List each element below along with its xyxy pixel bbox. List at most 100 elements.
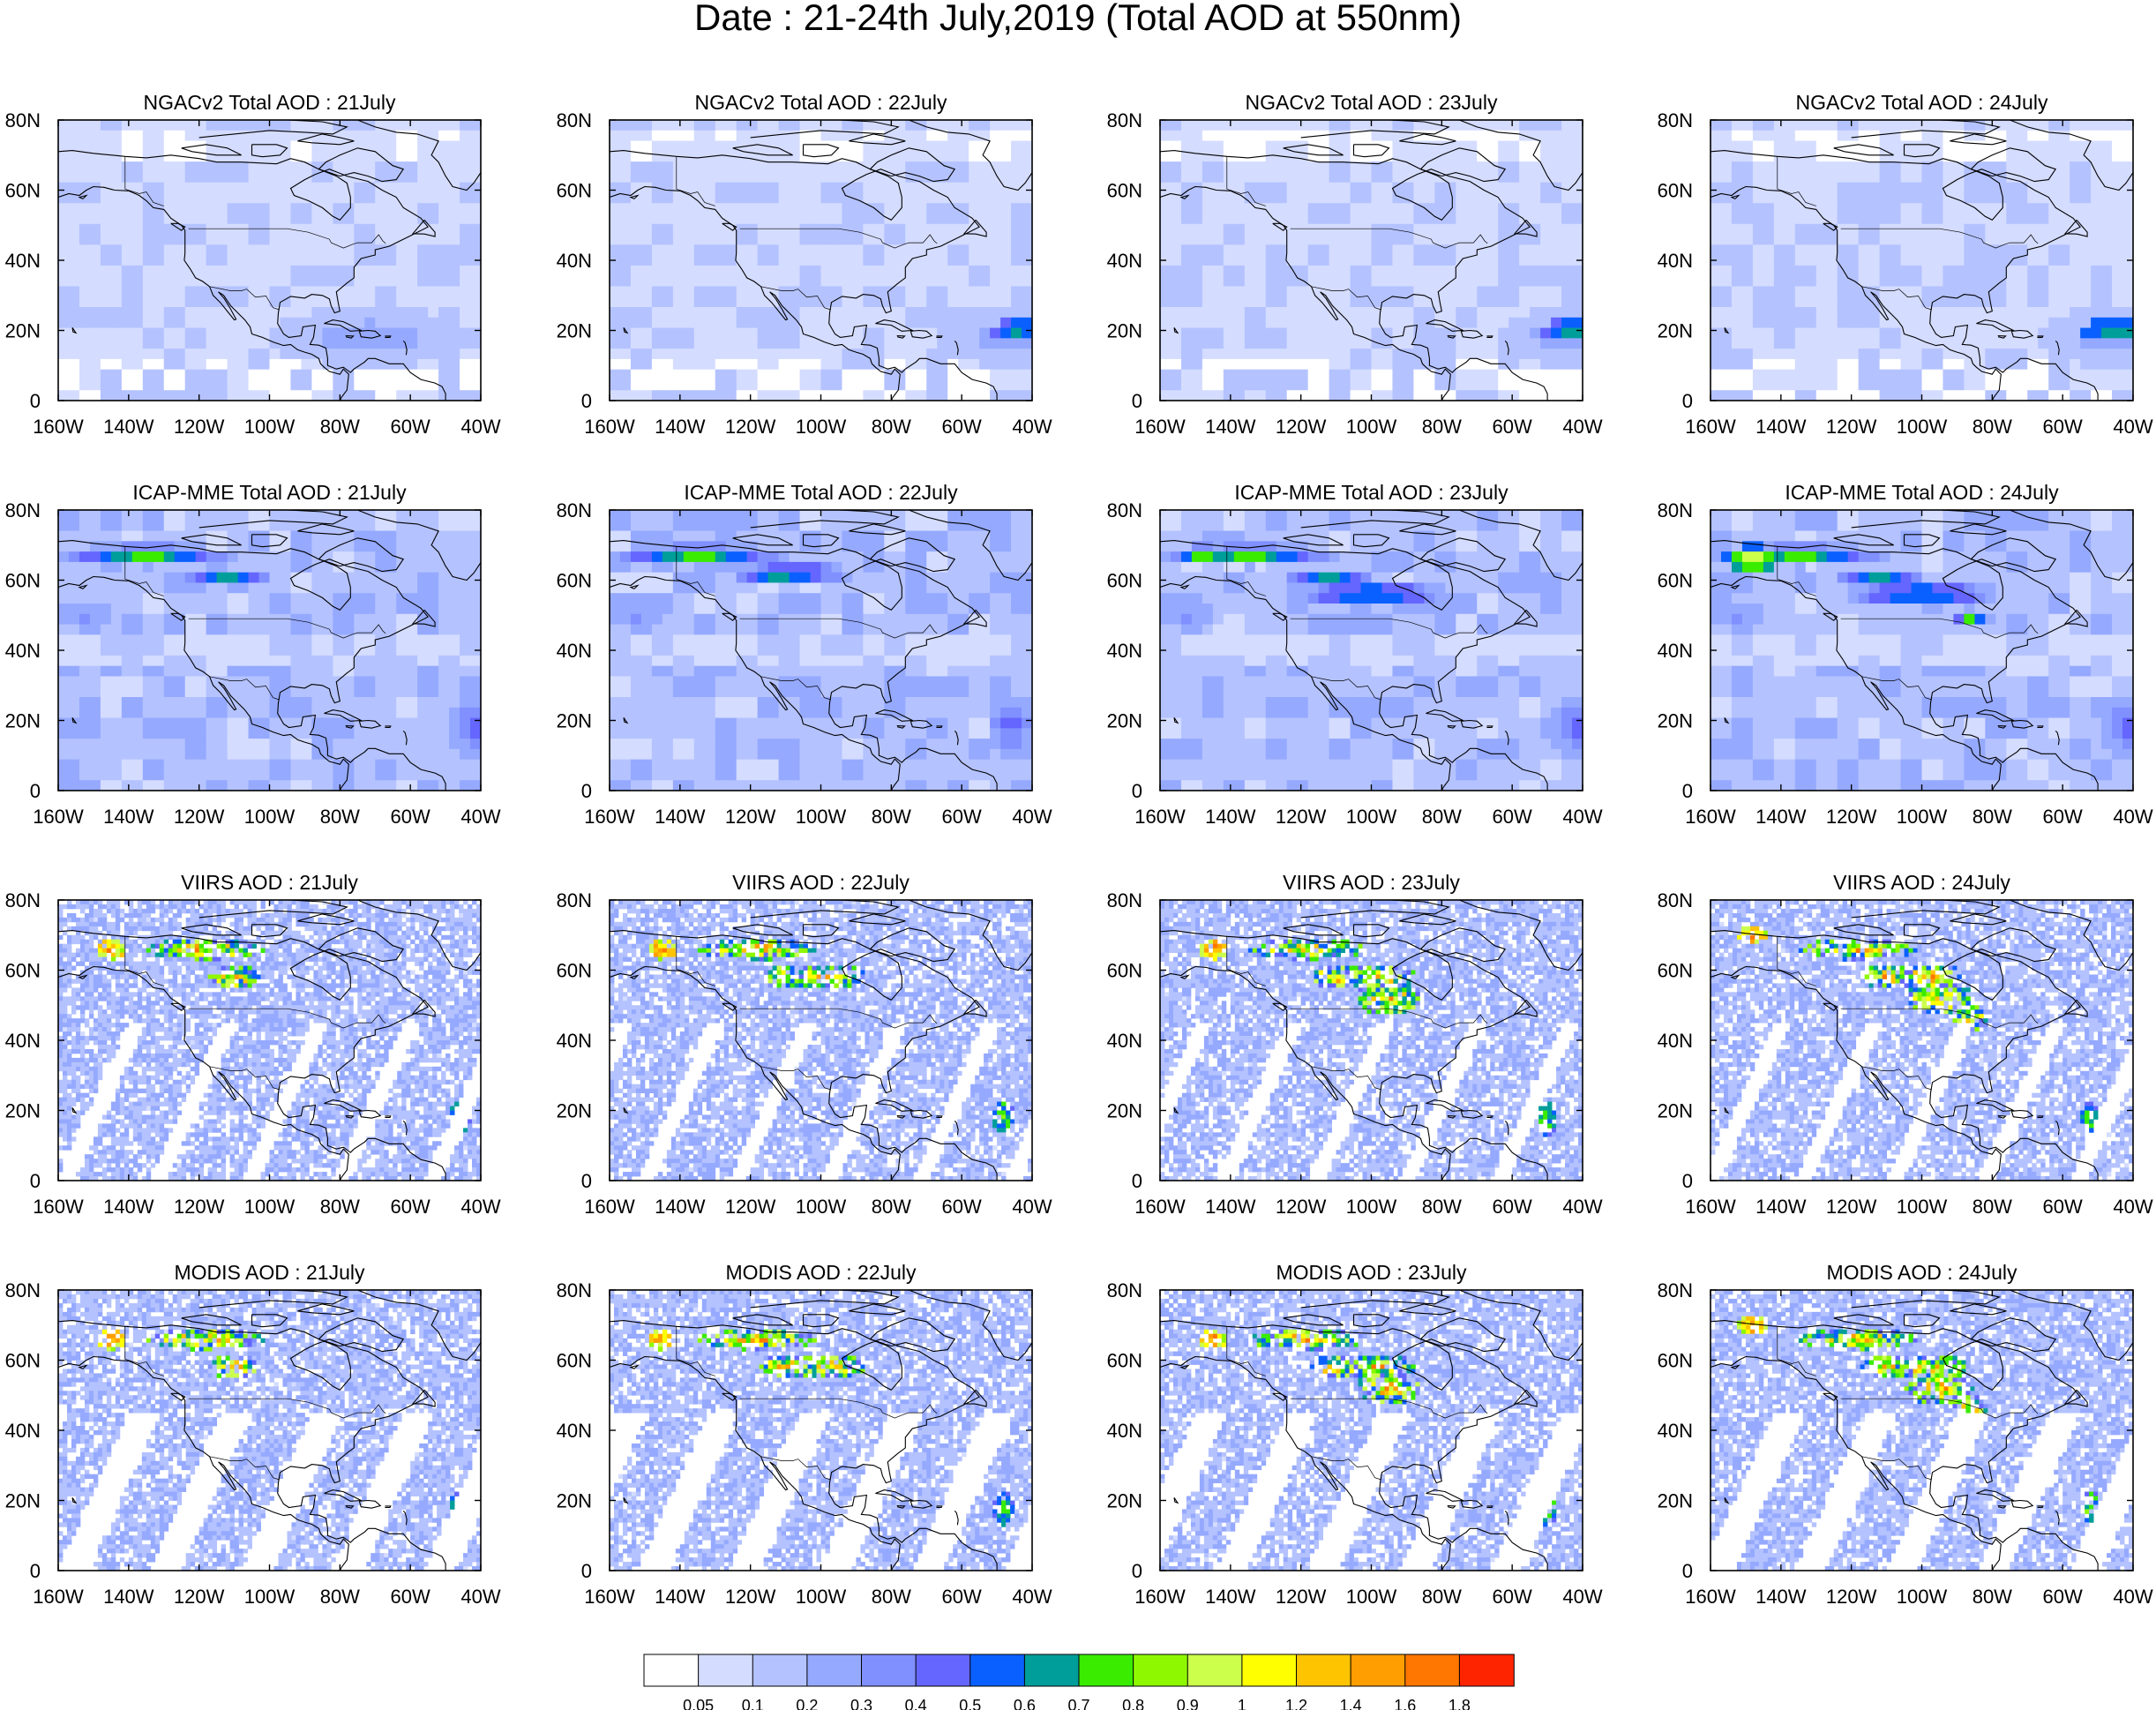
y-tick-label: 0: [581, 780, 592, 802]
x-tick-label: 60W: [1493, 1586, 1532, 1608]
panel-title: ICAP-MME Total AOD : 21July: [132, 481, 407, 504]
map-panel: MODIS AOD : 23July 160W 140W 120W 100W 80W 60W…: [1107, 1261, 1603, 1608]
x-tick-label: 80W: [872, 806, 911, 828]
colorbar-swatch: [969, 1654, 1026, 1687]
colorbar-swatch: [1241, 1654, 1298, 1687]
x-tick-label: 40W: [1562, 806, 1602, 828]
x-tick-label: 100W: [244, 1196, 296, 1218]
colorbar-swatch: [915, 1654, 971, 1687]
y-tick-label: 60N: [1107, 570, 1142, 592]
colorbar-swatch: [1078, 1654, 1134, 1687]
x-tick-label: 60W: [2043, 1586, 2083, 1608]
x-tick-label: 160W: [584, 1586, 635, 1608]
x-tick-label: 60W: [942, 416, 982, 438]
x-tick-label: 40W: [1012, 806, 1052, 828]
y-tick-label: 80N: [1107, 109, 1142, 131]
x-tick-label: 100W: [1897, 1196, 1948, 1218]
x-tick-label: 160W: [33, 806, 84, 828]
x-tick-label: 160W: [1685, 416, 1736, 438]
map-panels: NGACv2 Total AOD : 21July 160W 140W 120W 100…: [5, 91, 2153, 1608]
map-panel: VIIRS AOD : 22July 160W 140W 120W 100W 80W 60W…: [557, 871, 1052, 1218]
x-tick-label: 100W: [796, 1586, 847, 1608]
political-borders: [676, 546, 938, 701]
colorbar-label: 0.05: [683, 1697, 714, 1710]
political-borders: [124, 156, 386, 311]
x-tick-label: 120W: [725, 806, 776, 828]
y-tick-label: 40N: [5, 250, 41, 272]
y-tick-label: 0: [581, 1560, 592, 1582]
x-tick-label: 140W: [655, 416, 706, 438]
x-tick-label: 40W: [460, 806, 500, 828]
colorbar-swatch: [1404, 1654, 1461, 1687]
y-tick-label: 20N: [5, 320, 41, 342]
colorbar-swatch: [1023, 1654, 1080, 1687]
y-tick-label: 20N: [557, 1100, 592, 1122]
y-tick-label: 20N: [1107, 1490, 1142, 1512]
y-tick-label: 20N: [1658, 320, 1693, 342]
y-tick-label: 80N: [1658, 499, 1693, 521]
x-tick-label: 80W: [1973, 1586, 2012, 1608]
political-borders: [124, 1326, 386, 1481]
panel-title: VIIRS AOD : 23July: [1283, 871, 1460, 894]
aod-field: [58, 510, 481, 791]
x-tick-label: 140W: [1205, 416, 1256, 438]
coastline: [58, 1290, 481, 1571]
y-tick-label: 0: [1682, 390, 1693, 412]
x-tick-label: 60W: [2043, 416, 2083, 438]
y-tick-label: 80N: [1658, 1279, 1693, 1301]
y-tick-label: 20N: [1107, 1100, 1142, 1122]
x-tick-label: 100W: [1346, 1586, 1397, 1608]
panel-title: NGACv2 Total AOD : 22July: [695, 91, 947, 114]
x-tick-label: 100W: [796, 416, 847, 438]
y-tick-label: 40N: [1658, 1420, 1693, 1442]
x-tick-label: 40W: [460, 416, 500, 438]
y-tick-label: 40N: [5, 1420, 41, 1442]
x-tick-label: 100W: [244, 1586, 296, 1608]
colorbar-label: 1: [1238, 1697, 1246, 1710]
aod-field: [1711, 1290, 2133, 1571]
coastline: [1711, 510, 2133, 791]
coastline: [1160, 1290, 1583, 1571]
aod-field: [1160, 120, 1583, 401]
panel-title: VIIRS AOD : 24July: [1833, 871, 2010, 894]
coastline: [1711, 900, 2133, 1181]
panel-title: NGACv2 Total AOD : 21July: [144, 91, 396, 114]
x-tick-label: 140W: [1755, 806, 1807, 828]
panel-title: MODIS AOD : 22July: [725, 1261, 917, 1284]
coastline: [610, 510, 1032, 791]
political-borders: [1226, 1326, 1488, 1481]
colorbar-label: 1.6: [1394, 1697, 1416, 1710]
colorbar-label: 1.2: [1285, 1697, 1307, 1710]
y-tick-label: 40N: [557, 250, 592, 272]
x-tick-label: 60W: [1493, 1196, 1532, 1218]
panel-title: ICAP-MME Total AOD : 22July: [684, 481, 958, 504]
y-tick-label: 80N: [1658, 889, 1693, 911]
map-panel: NGACv2 Total AOD : 24July 160W 140W 120W 100…: [1658, 91, 2153, 438]
y-tick-label: 60N: [1107, 180, 1142, 202]
x-tick-label: 100W: [1897, 416, 1948, 438]
y-tick-label: 0: [30, 1560, 41, 1582]
colorbar-label: 0.8: [1122, 1697, 1144, 1710]
y-tick-label: 20N: [1658, 1100, 1693, 1122]
colorbar-label: 0.9: [1177, 1697, 1199, 1710]
y-tick-label: 80N: [557, 889, 592, 911]
colorbar-label: 0.1: [742, 1697, 764, 1710]
colorbar: 0.05 0.1 0.2 0.3 0.4 0.5 0.6 0.7 0.8 0.9 1 1.2 1.4 1.…: [643, 1654, 1515, 1710]
x-tick-label: 140W: [1205, 806, 1256, 828]
x-tick-label: 80W: [320, 1586, 360, 1608]
x-tick-label: 120W: [174, 806, 225, 828]
map-panel: MODIS AOD : 21July 160W 140W 120W 100W 80W 60W…: [5, 1261, 501, 1608]
y-tick-label: 80N: [5, 1279, 41, 1301]
political-borders: [1777, 1326, 2039, 1481]
y-tick-label: 80N: [1658, 109, 1693, 131]
map-panel: MODIS AOD : 22July 160W 140W 120W 100W 80W 60W…: [557, 1261, 1052, 1608]
panel-title: MODIS AOD : 24July: [1826, 1261, 2018, 1284]
x-tick-label: 80W: [872, 416, 911, 438]
y-tick-label: 40N: [1658, 250, 1693, 272]
colorbar-label: 0.6: [1014, 1697, 1036, 1710]
x-tick-label: 160W: [1685, 1196, 1736, 1218]
x-tick-label: 80W: [872, 1586, 911, 1608]
colorbar-swatch: [861, 1654, 917, 1687]
y-tick-label: 20N: [5, 1100, 41, 1122]
coastline: [610, 900, 1032, 1181]
